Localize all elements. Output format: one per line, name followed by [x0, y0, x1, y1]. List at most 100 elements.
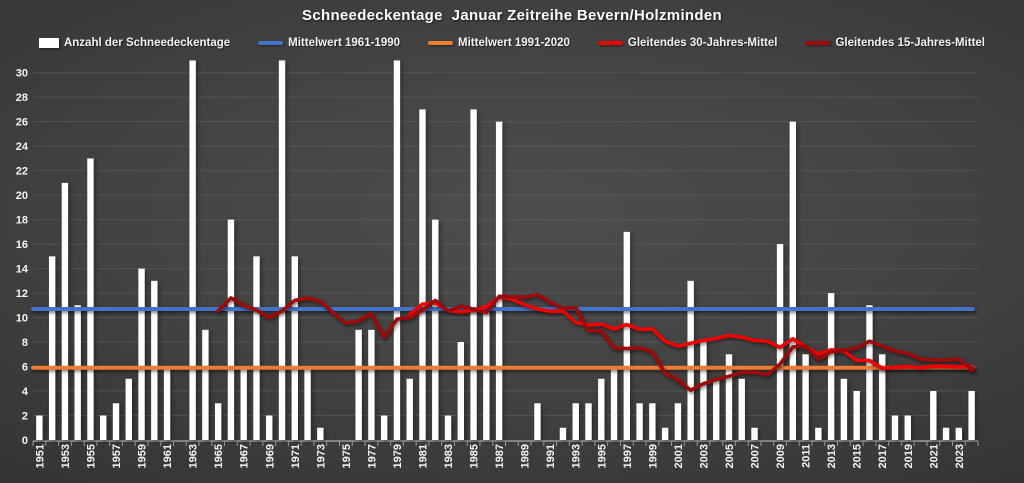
bar-1959 [138, 268, 145, 440]
x-axis-label: 1997 [622, 444, 634, 468]
x-axis-label: 1957 [111, 444, 123, 468]
x-axis-label: 2001 [673, 444, 685, 468]
y-axis-label: 4 [22, 386, 29, 398]
legend-item-moving-average-30y: Gleitendes 30-Jahres-Mittel [597, 37, 778, 49]
x-axis-label: 1967 [239, 444, 251, 468]
bar-1977 [368, 329, 375, 440]
x-axis-label: 1993 [571, 444, 583, 468]
bar-1958 [125, 378, 132, 440]
x-axis-label: 1991 [545, 444, 557, 468]
x-axis-label: 1969 [264, 444, 276, 468]
bar-2010 [789, 121, 797, 441]
bar-1969 [266, 415, 273, 440]
x-axis-label: 1977 [366, 444, 378, 468]
bar-2022 [942, 427, 950, 440]
dark-red-line-swatch-icon [805, 41, 831, 45]
bar-1983 [444, 415, 452, 440]
moving-average-15y-line [216, 292, 974, 393]
y-axis-label: 8 [22, 337, 28, 349]
bar-1973 [317, 427, 324, 440]
bar-1964 [202, 329, 209, 440]
bar-2003 [700, 342, 707, 440]
bar-1957 [112, 403, 120, 440]
bar-1970 [278, 60, 286, 440]
bars [36, 60, 975, 441]
y-axis-label: 6 [22, 362, 28, 374]
bar-2005 [725, 354, 733, 440]
bar-2009 [776, 244, 784, 440]
bar-1971 [291, 256, 298, 440]
bar-2018 [891, 415, 899, 440]
x-axis-label: 1987 [494, 444, 506, 468]
red-line-swatch-icon [597, 41, 623, 45]
y-axis-label: 20 [16, 190, 28, 202]
bar-1994 [585, 403, 592, 440]
x-axis-label: 2011 [801, 444, 813, 468]
bar-1979 [393, 60, 401, 440]
bar-1998 [636, 403, 643, 440]
bar-1984 [457, 342, 465, 440]
x-axis-label: 1975 [341, 444, 353, 468]
bar-2004 [713, 378, 720, 440]
gridlines [33, 72, 978, 417]
bar-1982 [432, 219, 439, 440]
y-axis-label: 28 [16, 92, 28, 104]
bar-1952 [48, 256, 56, 440]
bar-1996 [610, 366, 618, 440]
x-axis-label: 1961 [162, 444, 174, 468]
bar-1986 [483, 305, 490, 440]
bar-1981 [419, 109, 426, 440]
y-axis-label: 14 [16, 264, 29, 276]
bar-2011 [802, 354, 809, 440]
x-axis-label: 1981 [417, 444, 429, 468]
legend-item-mean-1961-1990: Mittelwert 1961-1990 [258, 37, 400, 49]
bar-2016 [866, 305, 873, 440]
bar-1980 [406, 378, 413, 440]
x-axis-label: 1951 [34, 444, 46, 468]
bar-1965 [214, 403, 222, 440]
x-axis-label: 1971 [290, 444, 302, 468]
bar-2006 [738, 378, 745, 440]
x-axis-label: 1963 [188, 444, 200, 468]
y-axis-label: 0 [22, 435, 28, 447]
bar-1995 [598, 378, 605, 440]
bar-1985 [470, 109, 477, 440]
bar-2019 [904, 415, 911, 440]
bar-1967 [240, 366, 247, 440]
bar-1966 [227, 219, 235, 440]
bar-2024 [968, 391, 975, 440]
chart-legend: Anzahl der Schneedeckentage Mittelwert 1… [0, 37, 1024, 49]
x-axis-label: 2023 [954, 444, 966, 468]
bar-1972 [304, 366, 311, 440]
bar-2007 [751, 427, 758, 440]
bar-1960 [151, 280, 158, 440]
bar-1987 [495, 121, 503, 441]
mean-lines [31, 306, 975, 370]
x-axis-label: 2015 [852, 444, 864, 468]
bar-2015 [853, 391, 860, 440]
y-axis-label: 10 [16, 313, 28, 325]
y-axis-label: 12 [16, 288, 28, 300]
legend-label: Gleitendes 30-Jahres-Mittel [627, 37, 778, 49]
x-axis-label: 2013 [826, 444, 838, 468]
legend-label: Mittelwert 1991-2020 [458, 37, 570, 49]
x-axis-label: 1995 [596, 444, 608, 468]
bar-1993 [572, 403, 579, 440]
bar-1978 [380, 415, 388, 440]
bar-1968 [253, 256, 260, 440]
x-axis-label: 2005 [724, 444, 736, 468]
bar-2017 [879, 354, 886, 440]
bar-2021 [930, 391, 937, 440]
bar-1976 [355, 329, 362, 440]
bar-2023 [955, 427, 963, 440]
x-axis-label: 2003 [698, 444, 710, 468]
x-axis-label: 1979 [392, 444, 404, 468]
y-axis-label: 26 [16, 117, 28, 129]
x-axis-label: 1985 [469, 444, 481, 468]
bar-1961 [163, 366, 171, 440]
chart-title: Schneedeckentage Januar Zeitreihe Bevern… [302, 7, 722, 24]
bar-2012 [815, 427, 822, 440]
x-axis-label: 1955 [85, 444, 97, 468]
